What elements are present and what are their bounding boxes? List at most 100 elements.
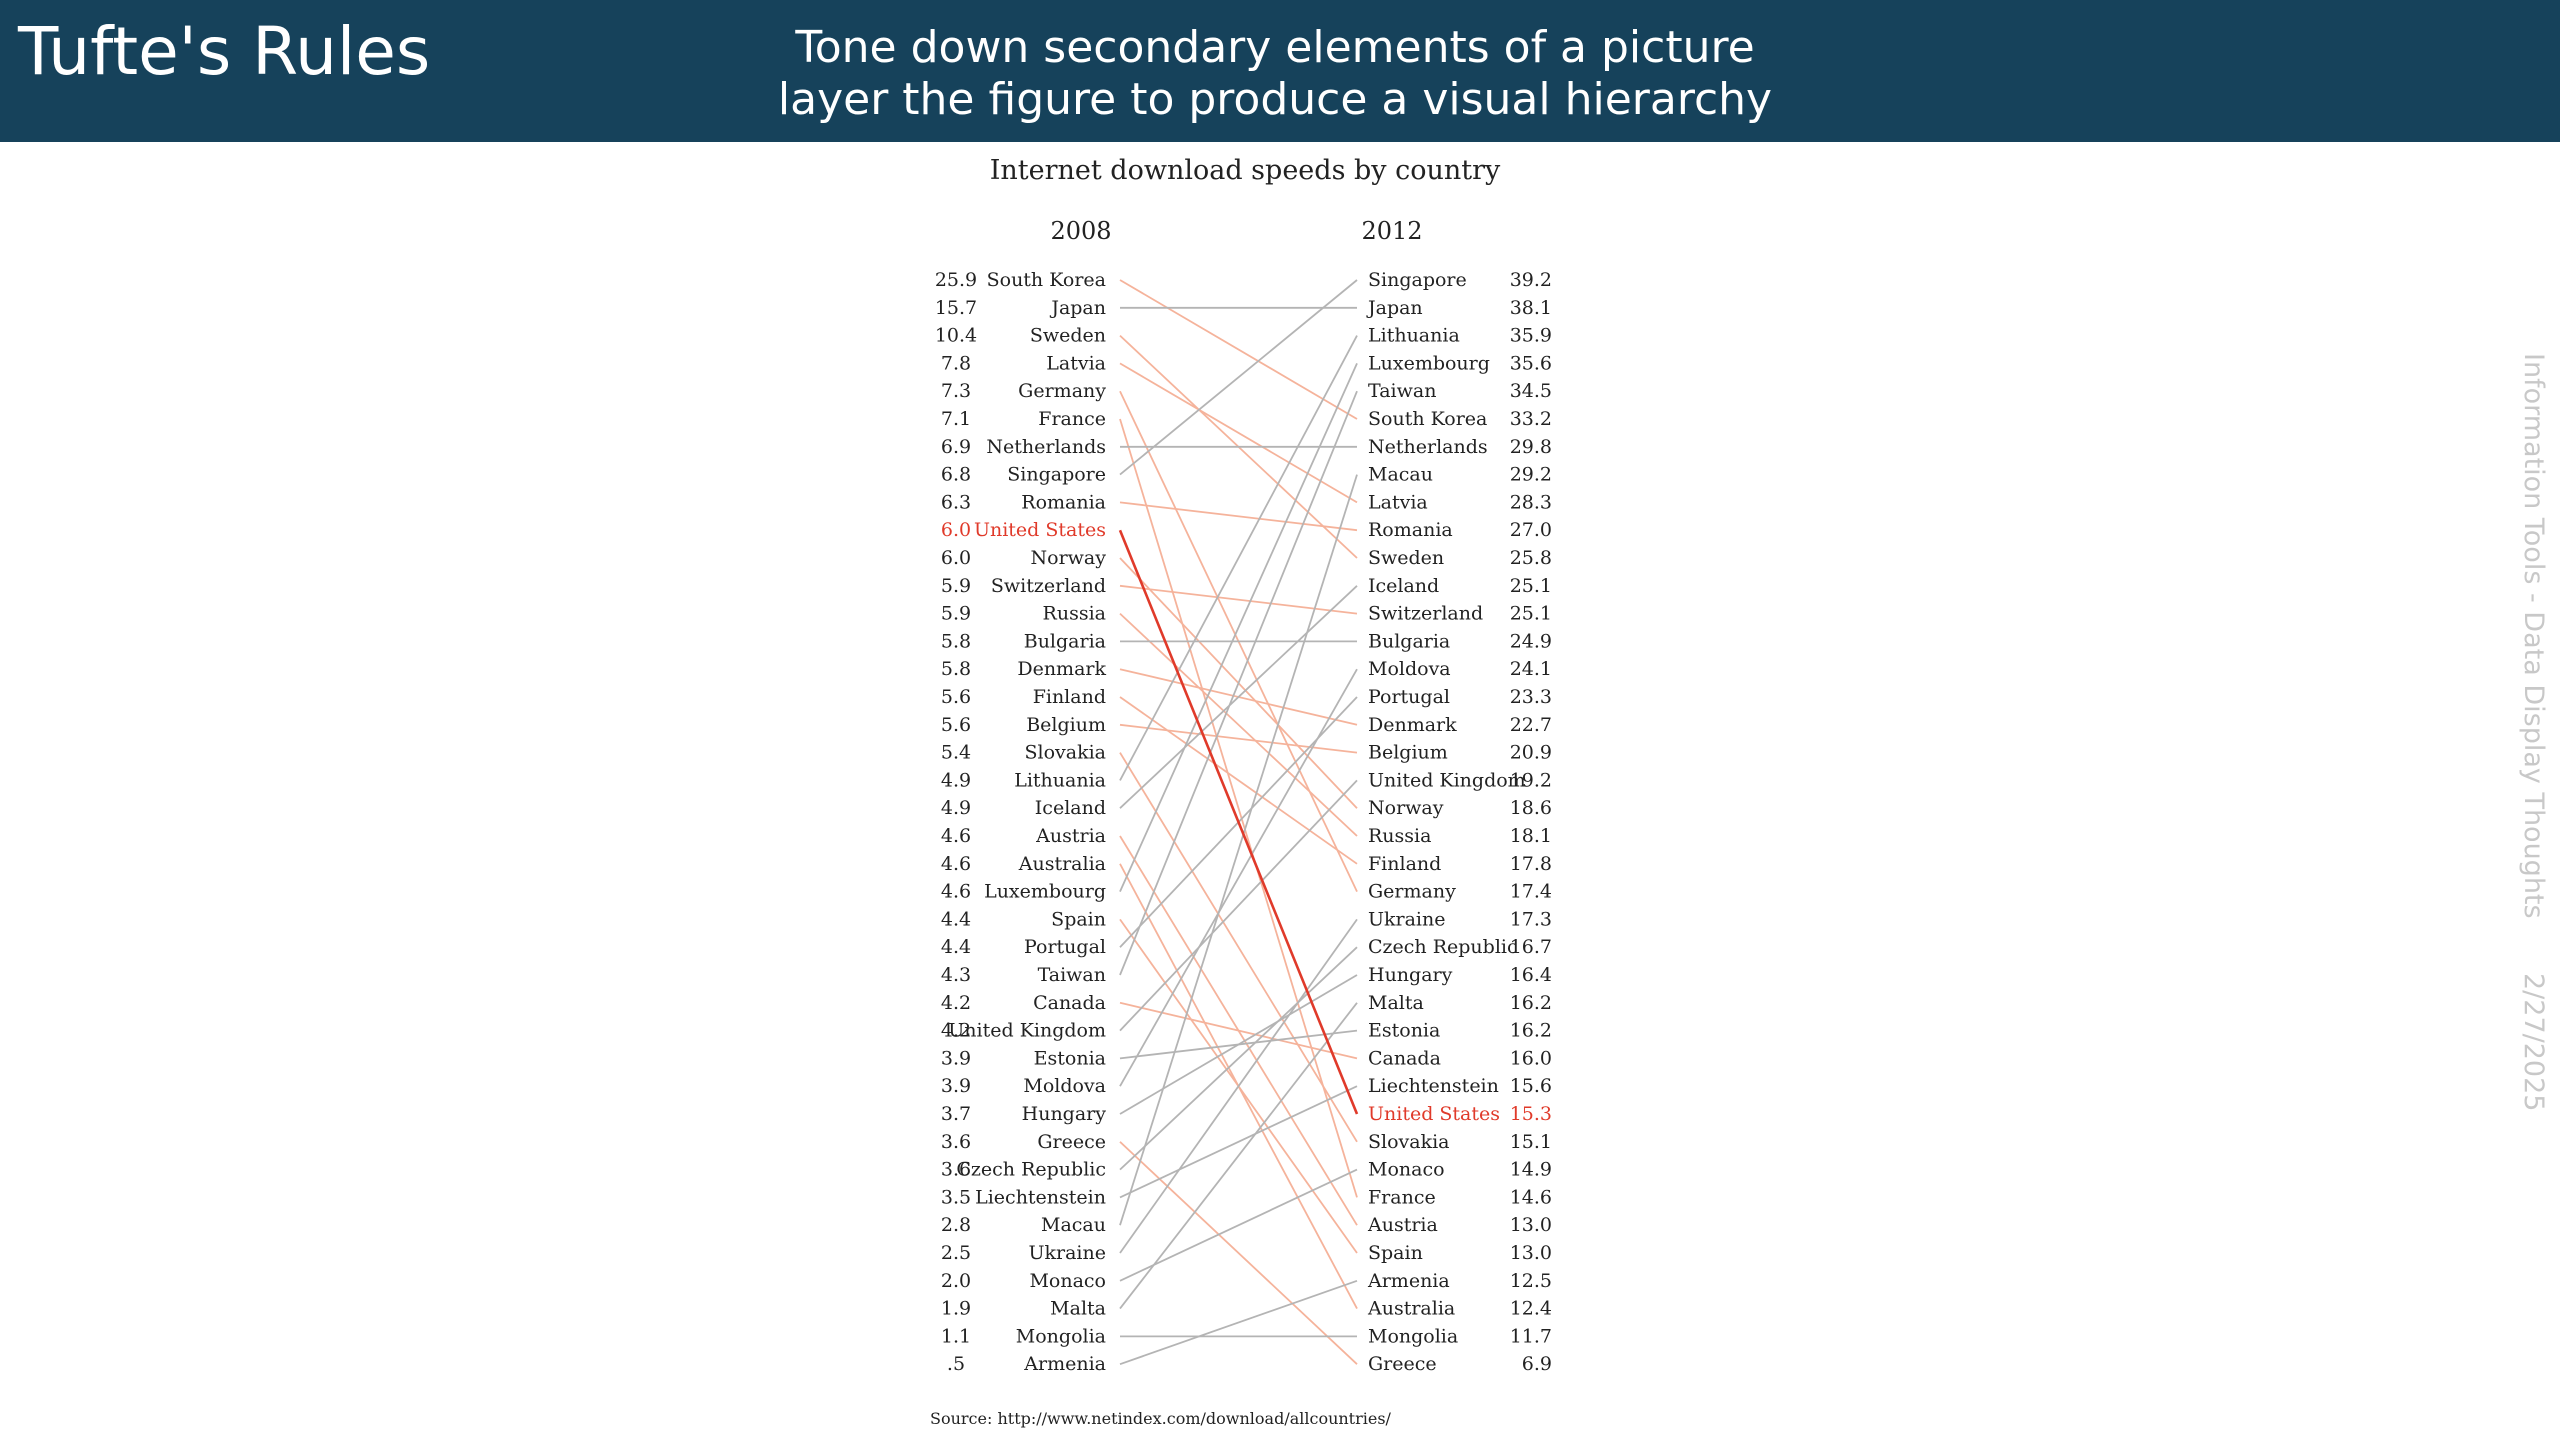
right-country-czech-republic: Czech Republic bbox=[1368, 936, 1518, 958]
slide-subtitle-line-2: layer the figure to produce a visual hie… bbox=[777, 74, 1773, 125]
right-country-moldova: Moldova bbox=[1368, 658, 1451, 680]
slide-subtitle-line-1: Tone down secondary elements of a pictur… bbox=[795, 22, 1755, 73]
left-value-estonia: 3.9 bbox=[941, 1047, 971, 1069]
right-value-romania: 27.0 bbox=[1510, 519, 1552, 541]
left-value-finland: 5.6 bbox=[941, 686, 971, 708]
left-country-united-states: United States bbox=[974, 519, 1106, 541]
left-value-austria: 4.6 bbox=[941, 825, 971, 847]
left-country-moldova: Moldova bbox=[1023, 1075, 1106, 1097]
right-country-finland: Finland bbox=[1368, 853, 1441, 875]
left-value-ukraine: 2.5 bbox=[941, 1242, 971, 1264]
right-country-japan: Japan bbox=[1366, 297, 1423, 319]
right-country-hungary: Hungary bbox=[1368, 964, 1453, 986]
left-value-germany: 7.3 bbox=[941, 380, 971, 402]
left-value-latvia: 7.8 bbox=[941, 352, 971, 374]
slope-line-taiwan bbox=[1119, 390, 1358, 976]
slope-line-switzerland bbox=[1119, 584, 1358, 615]
right-country-monaco: Monaco bbox=[1368, 1159, 1445, 1181]
right-country-france: France bbox=[1368, 1186, 1436, 1208]
slope-line-finland bbox=[1119, 696, 1358, 865]
left-country-belgium: Belgium bbox=[1026, 714, 1106, 736]
left-value-australia: 4.6 bbox=[941, 853, 971, 875]
slope-line-hungary bbox=[1119, 974, 1358, 1115]
left-country-south-korea: South Korea bbox=[987, 269, 1106, 291]
right-value-germany: 17.4 bbox=[1510, 881, 1552, 903]
left-value-armenia: .5 bbox=[947, 1353, 965, 1375]
left-value-mongolia: 1.1 bbox=[941, 1325, 971, 1347]
left-value-norway: 6.0 bbox=[941, 547, 971, 569]
right-value-united-states: 15.3 bbox=[1510, 1103, 1552, 1125]
slope-lines bbox=[1118, 279, 1359, 1366]
right-country-austria: Austria bbox=[1367, 1214, 1438, 1236]
right-value-moldova: 24.1 bbox=[1510, 658, 1552, 680]
left-country-mongolia: Mongolia bbox=[1016, 1325, 1106, 1347]
right-value-spain: 13.0 bbox=[1510, 1242, 1552, 1264]
right-country-united-kingdom: United Kingdom bbox=[1368, 769, 1526, 791]
left-value-greece: 3.6 bbox=[941, 1131, 971, 1153]
right-country-macau: Macau bbox=[1368, 464, 1433, 486]
right-value-russia: 18.1 bbox=[1510, 825, 1552, 847]
right-country-armenia: Armenia bbox=[1367, 1270, 1450, 1292]
slope-line-lithuania bbox=[1119, 335, 1358, 781]
right-country-luxembourg: Luxembourg bbox=[1368, 352, 1490, 374]
left-country-portugal: Portugal bbox=[1024, 936, 1106, 958]
left-country-russia: Russia bbox=[1043, 603, 1106, 625]
slope-line-czech-republic bbox=[1119, 946, 1358, 1171]
right-country-iceland: Iceland bbox=[1368, 575, 1439, 597]
left-value-south-korea: 25.9 bbox=[935, 269, 977, 291]
left-country-armenia: Armenia bbox=[1023, 1353, 1106, 1375]
right-country-russia: Russia bbox=[1368, 825, 1431, 847]
right-column-header: 2012 bbox=[1361, 217, 1422, 245]
left-value-netherlands: 6.9 bbox=[941, 436, 971, 458]
right-country-slovakia: Slovakia bbox=[1368, 1131, 1450, 1153]
left-country-austria: Austria bbox=[1035, 825, 1106, 847]
left-value-spain: 4.4 bbox=[941, 908, 971, 930]
left-value-macau: 2.8 bbox=[941, 1214, 971, 1236]
left-country-united-kingdom: United Kingdom bbox=[948, 1020, 1106, 1042]
right-country-singapore: Singapore bbox=[1368, 269, 1467, 291]
right-value-luxembourg: 35.6 bbox=[1510, 352, 1552, 374]
right-value-lithuania: 35.9 bbox=[1510, 325, 1552, 347]
right-country-denmark: Denmark bbox=[1368, 714, 1457, 736]
right-value-monaco: 14.9 bbox=[1510, 1159, 1552, 1181]
right-country-romania: Romania bbox=[1368, 519, 1453, 541]
right-country-malta: Malta bbox=[1368, 992, 1424, 1014]
right-country-canada: Canada bbox=[1368, 1047, 1441, 1069]
left-country-monaco: Monaco bbox=[1029, 1270, 1106, 1292]
slope-line-ukraine bbox=[1119, 918, 1358, 1254]
slope-line-romania bbox=[1119, 501, 1358, 532]
slope-line-france bbox=[1119, 418, 1358, 1198]
left-value-slovakia: 5.4 bbox=[941, 742, 971, 764]
left-country-estonia: Estonia bbox=[1034, 1047, 1106, 1069]
right-value-norway: 18.6 bbox=[1510, 797, 1552, 819]
right-value-sweden: 25.8 bbox=[1510, 547, 1552, 569]
right-country-belgium: Belgium bbox=[1368, 742, 1448, 764]
left-value-united-kingdom: 4.2 bbox=[941, 1020, 971, 1042]
left-value-sweden: 10.4 bbox=[935, 325, 977, 347]
left-country-switzerland: Switzerland bbox=[991, 575, 1106, 597]
left-value-moldova: 3.9 bbox=[941, 1075, 971, 1097]
left-country-taiwan: Taiwan bbox=[1038, 964, 1106, 986]
slope-line-latvia bbox=[1119, 362, 1358, 504]
right-value-united-kingdom: 19.2 bbox=[1510, 769, 1552, 791]
right-value-liechtenstein: 15.6 bbox=[1510, 1075, 1552, 1097]
left-country-macau: Macau bbox=[1041, 1214, 1106, 1236]
left-value-switzerland: 5.9 bbox=[941, 575, 971, 597]
slide-header: Tufte's Rules Tone down secondary elemen… bbox=[0, 0, 2560, 142]
right-value-slovakia: 15.1 bbox=[1510, 1131, 1552, 1153]
source-note: Source: http://www.netindex.com/download… bbox=[930, 1409, 1392, 1428]
left-country-iceland: Iceland bbox=[1035, 797, 1106, 819]
right-value-macau: 29.2 bbox=[1510, 464, 1552, 486]
right-country-norway: Norway bbox=[1368, 797, 1444, 819]
right-value-denmark: 22.7 bbox=[1510, 714, 1552, 736]
right-value-iceland: 25.1 bbox=[1510, 575, 1552, 597]
left-value-iceland: 4.9 bbox=[941, 797, 971, 819]
side-footer: Information Tools - Data Display Thought… bbox=[2518, 353, 2549, 1123]
left-country-hungary: Hungary bbox=[1022, 1103, 1107, 1125]
right-country-estonia: Estonia bbox=[1368, 1020, 1440, 1042]
left-value-bulgaria: 5.8 bbox=[941, 630, 971, 652]
left-value-czech-republic: 3.6 bbox=[941, 1159, 971, 1181]
right-country-united-states: United States bbox=[1368, 1103, 1500, 1125]
right-value-portugal: 23.3 bbox=[1510, 686, 1552, 708]
right-value-switzerland: 25.1 bbox=[1510, 603, 1552, 625]
